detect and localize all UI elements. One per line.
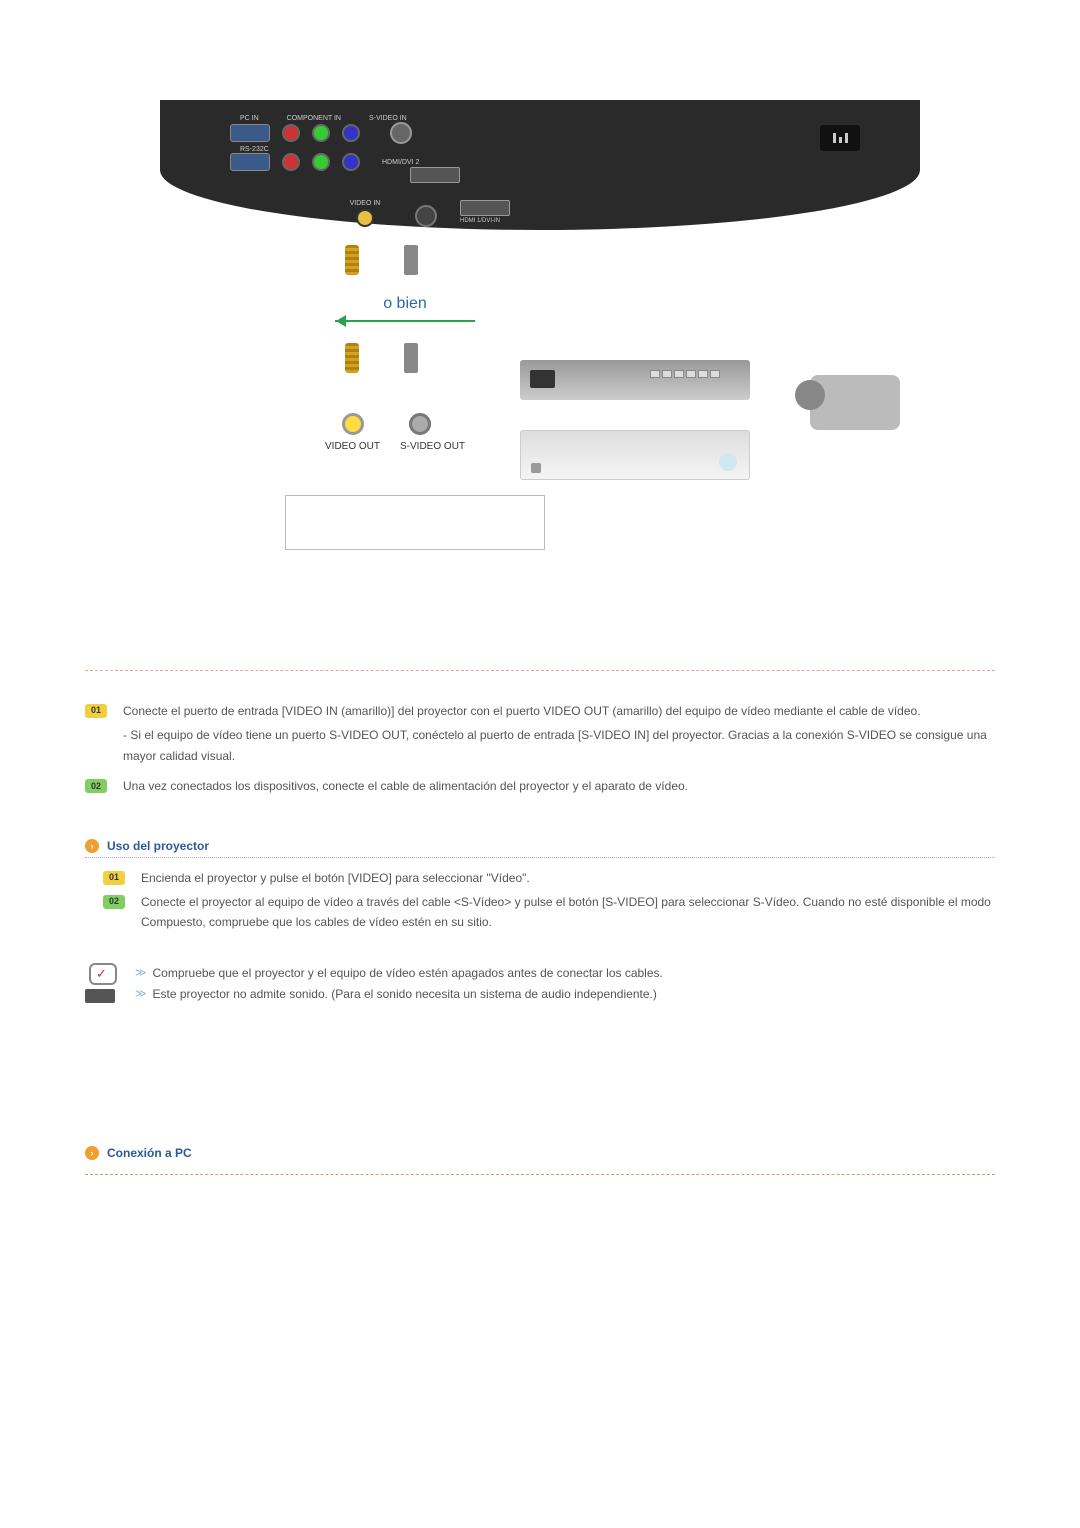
note-1-text: Compruebe que el proyector y el equipo d…	[153, 963, 663, 985]
video-in-port	[356, 209, 374, 227]
divider	[85, 1174, 995, 1175]
uso-badge-02: 02	[103, 895, 125, 909]
section-header-uso: › Uso del proyector	[85, 839, 995, 858]
video-out-label: VIDEO OUT	[325, 441, 380, 452]
hdmi1-block: HDMI 1/DVI-IN	[460, 200, 510, 224]
lens-port	[415, 205, 437, 227]
rs232-port	[230, 153, 270, 171]
component-pr-port	[282, 124, 300, 142]
svideo-in-label: S-VIDEO IN	[369, 115, 407, 122]
svideo-cable-bottom-plug	[404, 343, 418, 373]
hdmi1-label: HDMI 1/DVI-IN	[460, 218, 510, 224]
uso-step-02: Conecte el proyector al equipo de vídeo …	[141, 892, 995, 933]
or-label: o bien	[345, 295, 465, 313]
step-badge-02: 02	[85, 779, 107, 793]
note-arrow-icon: ≫	[135, 964, 147, 984]
section-header-pc: › Conexión a PC	[85, 1146, 995, 1164]
hdmi2-label: HDMI/DVI 2	[382, 159, 419, 166]
arrow-bullet-icon: ›	[85, 1146, 99, 1160]
vcr-device	[520, 360, 750, 400]
uso-badge-01: 01	[103, 871, 125, 885]
note-arrow-icon: ≫	[135, 985, 147, 1005]
component-pb-port	[342, 124, 360, 142]
connection-diagram: PC IN COMPONENT IN S-VIDEO IN RS-232C HD…	[160, 100, 920, 550]
step-badge-01: 01	[85, 704, 107, 718]
hdmi2-port	[410, 167, 460, 183]
power-inlet	[820, 125, 860, 151]
component-pr2-port	[282, 153, 300, 171]
camcorder-device	[790, 365, 920, 445]
video-cable-bottom-plug	[345, 343, 359, 373]
section-title-pc: Conexión a PC	[107, 1146, 192, 1160]
step-02-text: Una vez conectados los dispositivos, con…	[123, 776, 995, 796]
video-out-jack	[342, 413, 364, 435]
hdmi1-port	[460, 200, 510, 216]
note-icon: ✓	[85, 963, 121, 1003]
uso-step-01: Encienda el proyector y pulse el botón […	[141, 868, 995, 888]
arrow-bullet-icon: ›	[85, 839, 99, 853]
port-labels-row: PC IN COMPONENT IN S-VIDEO IN	[240, 115, 510, 122]
svideo-cable-top-plug	[404, 245, 418, 275]
main-steps: 01 Conecte el puerto de entrada [VIDEO I…	[85, 701, 995, 797]
pc-in-label: PC IN	[240, 115, 259, 122]
section-title-uso: Uso del proyector	[107, 839, 209, 853]
video-cable-top-plug	[345, 245, 359, 275]
component-in-label: COMPONENT IN	[287, 115, 341, 122]
step-01-text: Conecte el puerto de entrada [VIDEO IN (…	[123, 704, 921, 718]
component-y-port	[312, 124, 330, 142]
svideo-out-jack	[409, 413, 431, 435]
svideo-in-port	[390, 122, 412, 144]
rs232-label: RS-232C	[240, 146, 510, 153]
pc-in-port	[230, 124, 270, 142]
component-pb2-port	[342, 153, 360, 171]
step-01-subtext: - Si el equipo de vídeo tiene un puerto …	[123, 725, 995, 766]
divider	[85, 670, 995, 671]
note-2-text: Este proyector no admite sonido. (Para e…	[153, 984, 657, 1006]
svideo-out-label: S-VIDEO OUT	[400, 441, 465, 452]
source-device-box	[285, 495, 545, 550]
notes-block: ✓ ≫ Compruebe que el proyector y el equi…	[85, 963, 995, 1006]
component-y2-port	[312, 153, 330, 171]
video-in-label: VIDEO IN	[340, 200, 390, 207]
projector-rear-panel: PC IN COMPONENT IN S-VIDEO IN RS-232C HD…	[160, 100, 920, 230]
dvd-device	[520, 430, 750, 480]
